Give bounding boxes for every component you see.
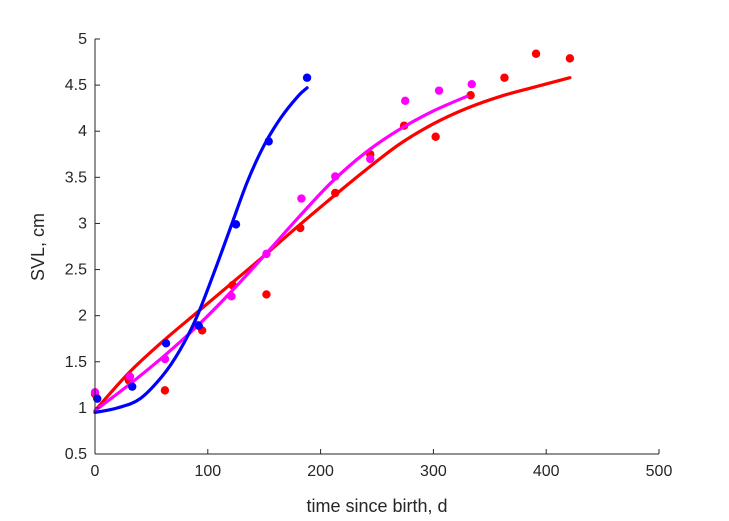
y-tick-label: 0.5 (65, 446, 87, 463)
data-point (531, 49, 541, 58)
data-point (161, 339, 171, 348)
data-point (93, 394, 102, 403)
y-tick-label: 4.5 (65, 77, 87, 94)
y-tick-label: 3 (78, 215, 87, 232)
y-tick-label: 4 (78, 123, 87, 140)
data-point (296, 223, 305, 233)
x-axis-ticks: 0 100 200 300 400 500 (91, 449, 673, 480)
x-tick-label: 100 (194, 463, 221, 480)
data-point (331, 188, 340, 198)
data-point (466, 91, 475, 100)
x-tick-label: 0 (91, 463, 100, 480)
y-tick-label: 2.5 (65, 262, 87, 279)
data-point (467, 79, 476, 89)
data-point (160, 354, 170, 364)
data-point (297, 194, 306, 203)
data-point (500, 73, 509, 82)
y-tick-label: 2 (78, 308, 87, 325)
data-point (331, 172, 340, 181)
y-axis-label: SVL, cm (28, 213, 48, 281)
data-point (434, 86, 444, 95)
data-point (264, 137, 273, 146)
series-0-fit-line (93, 76, 572, 413)
x-tick-label: 200 (307, 463, 334, 480)
data-point (431, 132, 440, 141)
y-axis-ticks: 0.5 1 1.5 2 2.5 3 3.5 4 4.5 5 (65, 31, 100, 463)
series-2 (93, 73, 312, 415)
data-point (262, 290, 271, 299)
plot-area (90, 49, 575, 415)
data-point (128, 382, 137, 391)
data-point (565, 54, 575, 63)
series-2-fit-line (93, 86, 309, 415)
data-point (227, 292, 236, 301)
axes (94, 39, 659, 455)
data-point (262, 249, 271, 259)
data-point (366, 154, 375, 164)
data-point (160, 386, 170, 395)
x-tick-label: 300 (420, 463, 447, 480)
data-point (231, 220, 241, 229)
data-point (194, 321, 203, 331)
data-point (401, 96, 410, 105)
y-tick-label: 1 (78, 400, 87, 417)
data-point (302, 73, 312, 82)
y-tick-label: 1.5 (65, 354, 87, 371)
y-tick-label: 3.5 (65, 169, 87, 186)
x-tick-label: 400 (533, 463, 560, 480)
series-1-fit-line (93, 94, 469, 413)
data-point (125, 372, 135, 381)
x-axis-label: time since birth, d (306, 496, 447, 516)
y-tick-label: 5 (78, 31, 87, 48)
series-0 (90, 49, 575, 413)
x-tick-label: 500 (646, 463, 673, 480)
series-1 (90, 79, 476, 413)
